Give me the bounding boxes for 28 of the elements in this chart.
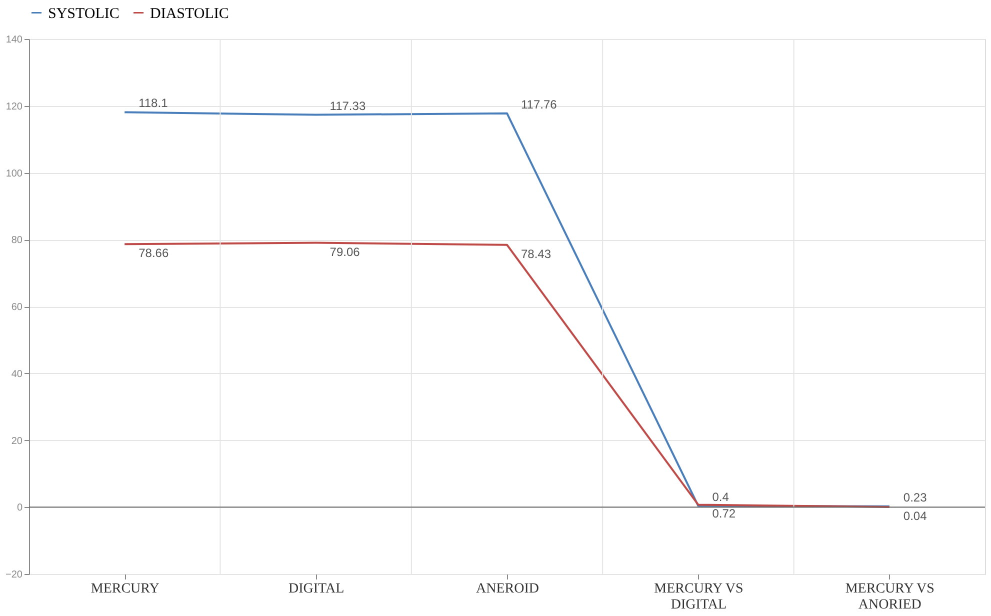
y-tick-label: 20 (11, 436, 23, 447)
data-label: 78.43 (521, 246, 552, 261)
x-tick-label: MERCURY VS ANORIED (845, 582, 934, 612)
legend-label: DIASTOLIC (150, 6, 229, 22)
line-series (124, 242, 890, 508)
data-label: 0.04 (903, 508, 928, 523)
x-tick-label: MERCURY VS DIGITAL (654, 582, 744, 612)
x-tick-label: DIGITAL (288, 582, 344, 596)
y-tick-label: 0 (16, 502, 23, 514)
data-label: 0.23 (903, 490, 928, 504)
x-tick-label: MERCURY (90, 582, 160, 596)
y-tick-label: 120 (6, 101, 23, 112)
data-label: 79.06 (330, 244, 360, 259)
legend-label: SYSTOLIC (48, 6, 120, 22)
data-label: 117.33 (330, 98, 366, 113)
line-series (124, 111, 890, 508)
data-label: 78.66 (138, 246, 169, 260)
data-label: 118.1 (138, 96, 168, 110)
y-tick-label: 100 (6, 168, 23, 180)
x-tick-label: ANEROID (476, 582, 539, 596)
y-tick-label: −20 (6, 570, 23, 580)
data-label: 0.72 (712, 506, 736, 521)
data-label: 117.76 (521, 97, 558, 112)
y-tick-label: 80 (11, 235, 23, 246)
y-tick-label: 140 (6, 34, 23, 46)
y-tick-label: 60 (11, 302, 23, 313)
y-tick-label: 40 (11, 368, 23, 380)
data-label: 0.4 (712, 490, 730, 504)
